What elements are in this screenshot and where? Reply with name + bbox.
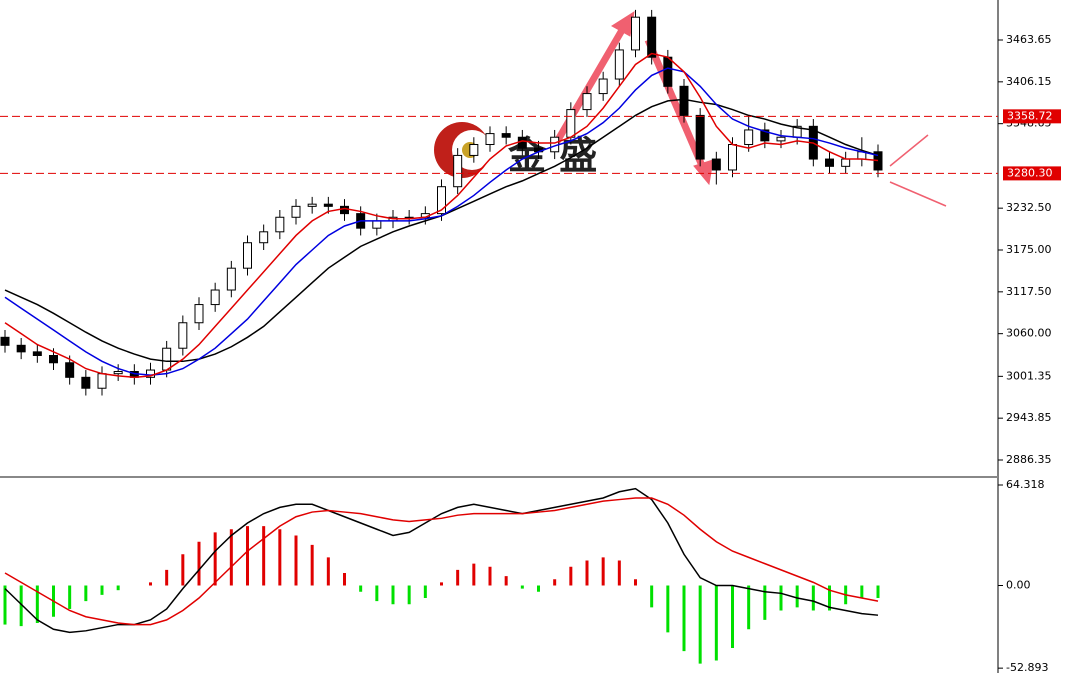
y-tick-label: 3406.15 — [1006, 75, 1052, 88]
candle-body — [372, 220, 382, 229]
y-tick-label: 3463.65 — [1006, 33, 1052, 46]
candle-body — [162, 347, 172, 371]
candle-body — [178, 322, 188, 349]
y-tick-label: 2943.85 — [1006, 411, 1052, 424]
arrow-head — [693, 159, 714, 186]
price-level-label: 3358.72 — [1007, 109, 1053, 122]
candle-body — [566, 109, 576, 138]
candle-body — [631, 16, 640, 51]
candle-body — [226, 267, 236, 291]
candle-body — [841, 158, 851, 167]
candle-body — [275, 216, 285, 233]
candle-body — [582, 93, 592, 111]
logo: 金 盛 — [434, 122, 597, 178]
candle-body — [307, 203, 317, 207]
y-tick-label: 3060.00 — [1006, 327, 1052, 340]
candle-body — [113, 370, 123, 375]
y-tick-label: -52.893 — [1006, 661, 1048, 673]
indicator-line — [4, 487, 879, 634]
price-level-box — [1003, 166, 1061, 181]
price-level-box — [1003, 109, 1061, 124]
candle-body — [679, 85, 689, 116]
candle-body — [501, 133, 511, 138]
indicator-line — [4, 52, 879, 379]
candle-body — [65, 362, 75, 378]
y-tick-label: 64.318 — [1006, 478, 1045, 491]
candle-body — [598, 78, 608, 95]
forecast-down — [889, 181, 947, 207]
candle-body — [485, 133, 495, 146]
y-tick-label: 0.00 — [1006, 579, 1031, 592]
candle-body — [744, 129, 754, 146]
candle-body — [614, 49, 624, 80]
y-tick-label: 3001.35 — [1006, 369, 1052, 382]
arrow-down — [644, 38, 707, 170]
candle-body — [340, 205, 349, 215]
candle-body — [194, 304, 204, 324]
candle-body — [49, 354, 58, 364]
y-tick-label: 2886.35 — [1006, 453, 1052, 466]
candle-body — [259, 231, 269, 244]
candle-body — [32, 351, 42, 356]
candle-body — [695, 114, 705, 160]
candle-body — [517, 136, 527, 149]
candle-body — [711, 158, 721, 171]
candle-body — [81, 376, 91, 389]
candle-body — [323, 203, 333, 207]
candle-body — [647, 16, 657, 58]
candle-body — [210, 289, 220, 306]
y-tick-label: 3175.00 — [1006, 243, 1052, 256]
indicator-line — [4, 497, 879, 626]
candle-body — [97, 373, 107, 389]
y-tick-label: 3232.50 — [1006, 201, 1052, 214]
candle-body — [663, 56, 673, 87]
y-tick-label: 3117.50 — [1006, 285, 1052, 298]
candle-body — [728, 144, 737, 171]
candle-body — [760, 129, 770, 142]
candle-body — [16, 344, 26, 353]
candle-body — [776, 136, 786, 142]
forecast-up — [889, 134, 929, 167]
candle-body — [0, 336, 10, 346]
candle-body — [243, 242, 252, 269]
candle-body — [437, 186, 446, 215]
candle-body — [453, 154, 463, 188]
candle-body — [825, 158, 834, 167]
price-level-label: 3280.30 — [1007, 166, 1053, 179]
candle-body — [291, 205, 301, 218]
candle-body — [469, 144, 479, 156]
